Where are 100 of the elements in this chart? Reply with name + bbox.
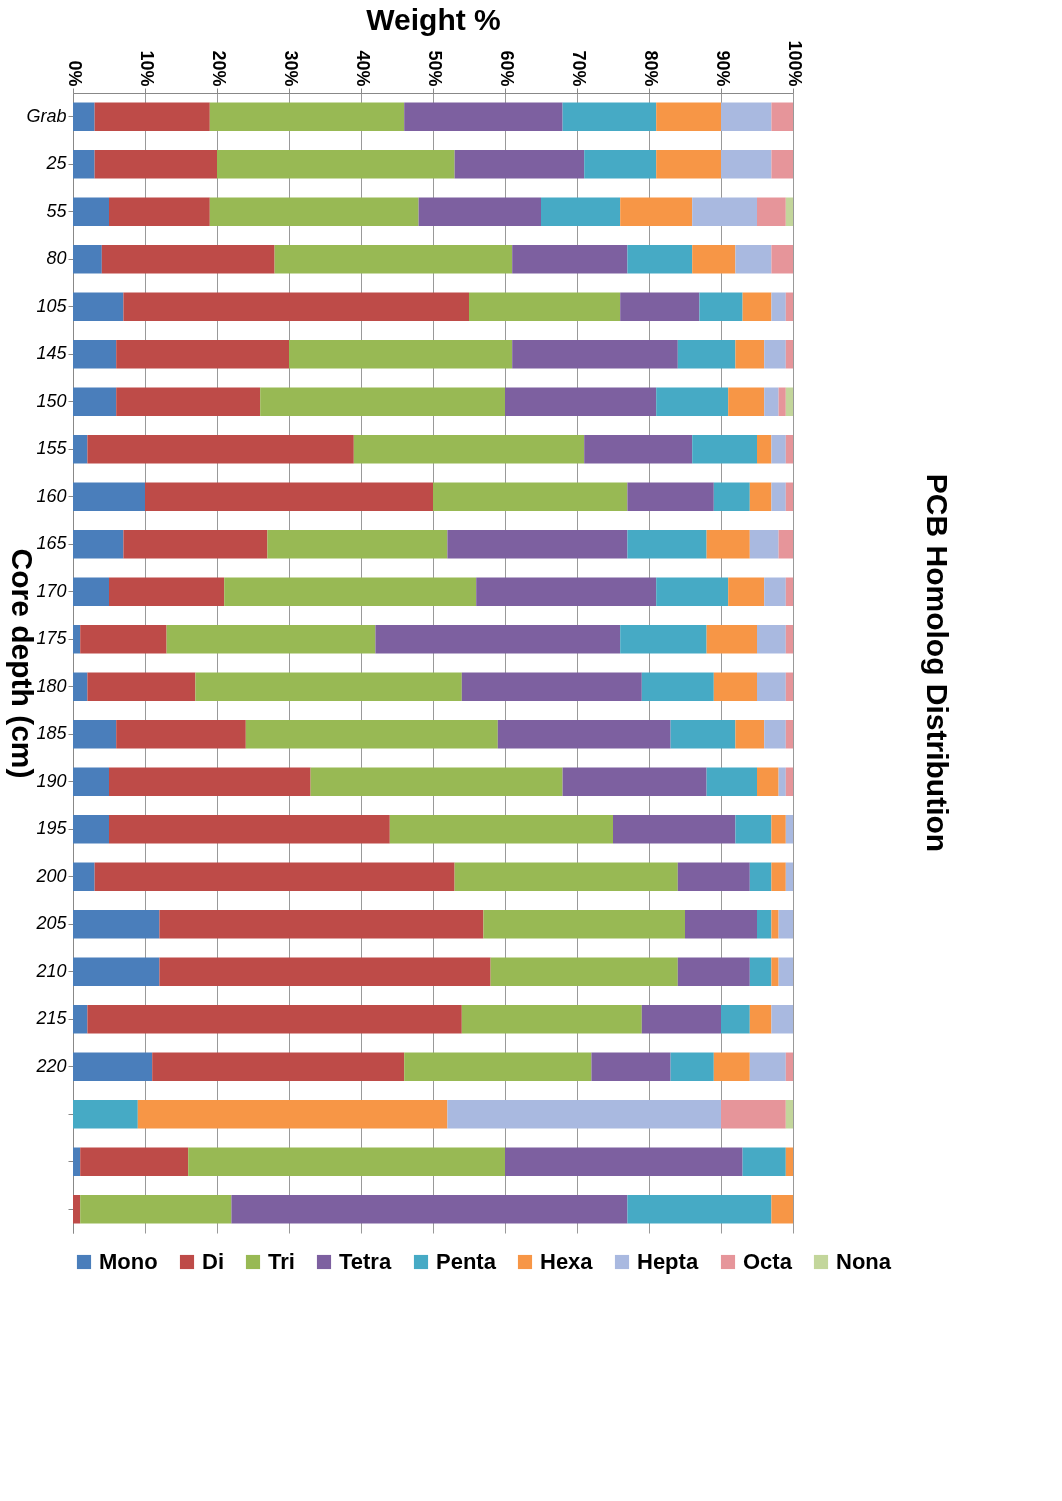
bar [116,387,261,416]
bar [785,720,793,749]
bar [785,862,793,891]
text: PCB Homolog Distribution [921,473,954,853]
bar [73,767,109,796]
bar [209,197,419,226]
bar [433,482,628,511]
bar [721,102,772,131]
y-tick-label: 190 [36,770,67,791]
bar [447,1100,721,1129]
bar [764,577,786,606]
y-tick-label: 145 [36,343,68,364]
x-tick-label: 20% [208,50,229,87]
x-tick-label: 0% [64,60,85,87]
bar [541,197,621,226]
bar [778,387,786,416]
bar [73,625,81,654]
bar [728,387,765,416]
bar [94,102,210,131]
bar [109,767,311,796]
x-tick-label: 10% [136,50,157,87]
bar [505,1147,743,1176]
bar [109,197,210,226]
bar [94,150,217,179]
bar [785,292,793,321]
bar [757,625,786,654]
bar [627,482,714,511]
bar [73,245,102,274]
bar [721,1100,786,1129]
bar [461,672,642,701]
bar [73,1100,138,1129]
y-tick-label: 205 [35,913,68,934]
bar [209,102,405,131]
bar [461,1005,642,1034]
bar [713,482,750,511]
x-axis-title: Weight % [366,3,501,37]
legend-label: Octa [743,1249,793,1274]
x-tick-label: 40% [352,50,373,87]
bar [728,577,765,606]
bar [757,197,786,226]
bar [771,815,786,844]
x-tick-label: 30% [280,50,301,87]
bar [771,1005,793,1034]
bar [627,1195,772,1224]
bar [785,767,793,796]
bar [80,625,167,654]
bar [706,625,757,654]
y-tick-label: 220 [35,1055,67,1076]
bar [101,245,275,274]
legend-label: Di [202,1249,224,1274]
bar [73,102,95,131]
bar [490,957,678,986]
bar [87,435,354,464]
bar [771,292,786,321]
legend-label: Penta [436,1249,497,1274]
bar [454,150,585,179]
y-tick-label: 25 [45,153,68,174]
x-tick-label: 60% [496,50,517,87]
bar [742,1147,786,1176]
bar [677,957,750,986]
y-tick-label: 215 [35,1008,68,1029]
bar [562,102,657,131]
bar [706,767,757,796]
bar [73,577,109,606]
bar [699,292,743,321]
bar [692,245,736,274]
bar [771,1195,793,1224]
bar [123,530,268,559]
bar [245,720,498,749]
legend-label: Tetra [339,1249,392,1274]
bar [73,150,95,179]
x-tick-label: 100% [784,40,805,87]
y-tick-label: 155 [36,438,68,459]
bar [94,862,455,891]
bar [375,625,621,654]
bar [73,957,160,986]
bar [771,435,786,464]
bar [735,340,765,369]
bar [771,957,779,986]
bar [656,102,721,131]
bar [195,672,462,701]
bar [771,102,793,131]
bar [310,767,563,796]
bar [735,245,772,274]
bar [188,1147,505,1176]
bar [757,435,772,464]
bar [353,435,585,464]
bar [454,862,678,891]
y-tick-label: 210 [35,960,67,981]
y-tick-label: 180 [36,675,67,696]
bar [771,245,793,274]
bar [685,910,757,939]
bar [73,197,109,226]
bar [109,815,390,844]
bar [706,530,750,559]
y-tick-label: 175 [36,628,68,649]
bar [73,482,145,511]
bar [764,720,786,749]
bar [469,292,621,321]
y-tick-label: 55 [46,200,68,221]
